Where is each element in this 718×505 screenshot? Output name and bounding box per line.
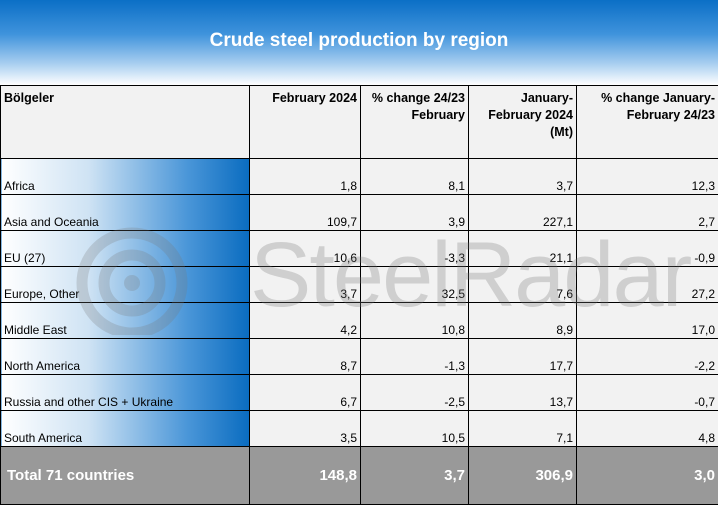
total-label: Total 71 countries [1,447,250,505]
value-cell: 6,7 [250,375,361,411]
region-cell: Asia and Oceania [1,195,250,231]
value-cell: 21,1 [469,231,577,267]
column-header: January-February 2024 (Mt) [469,86,577,159]
value-cell: 32,5 [361,267,469,303]
value-cell: 10,5 [361,411,469,447]
value-cell: -0,9 [577,231,718,267]
value-cell: 17,0 [577,303,718,339]
value-cell: 8,7 [250,339,361,375]
value-cell: 27,2 [577,267,718,303]
column-header: % change January-February 24/23 [577,86,718,159]
page: {"header": {"title": "Crude steel produc… [0,0,718,493]
value-cell: 10,6 [250,231,361,267]
region-cell: South America [1,411,250,447]
value-cell: -3,3 [361,231,469,267]
title-banner: Crude steel production by region [0,0,718,85]
value-cell: 1,8 [250,159,361,195]
total-value: 306,9 [469,447,577,505]
value-cell: -2,5 [361,375,469,411]
region-cell: North America [1,339,250,375]
total-value: 148,8 [250,447,361,505]
value-cell: 4,2 [250,303,361,339]
value-cell: 3,5 [250,411,361,447]
region-cell: Africa [1,159,250,195]
value-cell: 17,7 [469,339,577,375]
region-cell: Russia and other CIS + Ukraine [1,375,250,411]
region-cell: Europe, Other [1,267,250,303]
value-cell: 2,7 [577,195,718,231]
value-cell: 8,9 [469,303,577,339]
region-cell: Middle East [1,303,250,339]
value-cell: 3,7 [250,267,361,303]
value-cell: 4,8 [577,411,718,447]
value-cell: 7,6 [469,267,577,303]
region-cell: EU (27) [1,231,250,267]
value-cell: 3,9 [361,195,469,231]
value-cell: 7,1 [469,411,577,447]
column-header: % change 24/23 February [361,86,469,159]
value-cell: -2,2 [577,339,718,375]
value-cell: 3,7 [469,159,577,195]
value-cell: 13,7 [469,375,577,411]
total-value: 3,7 [361,447,469,505]
title: Crude steel production by region [210,30,509,52]
column-header: February 2024 [250,86,361,159]
value-cell: 8,1 [361,159,469,195]
value-cell: 12,3 [577,159,718,195]
value-cell: 109,7 [250,195,361,231]
value-cell: -1,3 [361,339,469,375]
value-cell: -0,7 [577,375,718,411]
value-cell: 10,8 [361,303,469,339]
value-cell: 227,1 [469,195,577,231]
column-header: Bölgeler [1,86,250,159]
total-value: 3,0 [577,447,718,505]
